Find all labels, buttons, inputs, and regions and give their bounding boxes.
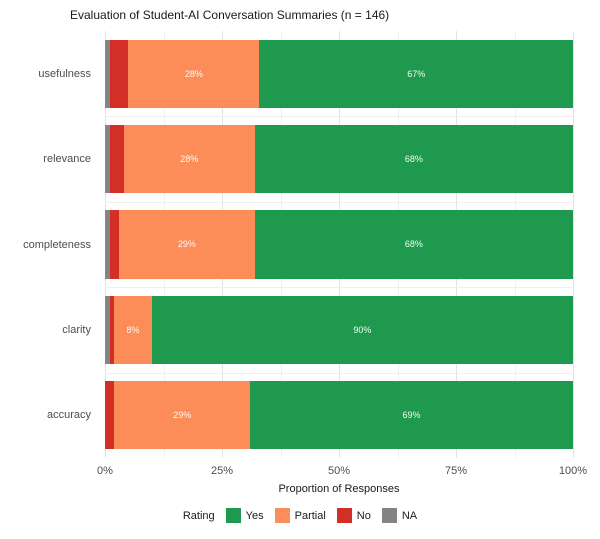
- legend-swatch-na: [381, 508, 397, 523]
- bar-row-accuracy: 29% 69%: [105, 381, 573, 450]
- legend-item-no: No: [336, 508, 371, 523]
- major-gridline: [573, 31, 574, 458]
- legend-item-yes: Yes: [225, 508, 264, 523]
- x-tick-label: 50%: [327, 465, 351, 477]
- minor-gridline: [105, 116, 573, 118]
- bar-segment-partial-relevance: 28%: [123, 124, 255, 194]
- segment-label: 68%: [404, 154, 423, 165]
- segment-label: 68%: [404, 239, 423, 250]
- x-axis-ticks: 0% 25% 50% 75% 100%: [97, 465, 587, 479]
- bar-row-usefulness: 28% 67%: [105, 39, 573, 108]
- segment-label: 90%: [353, 324, 372, 335]
- x-tick-label: 100%: [558, 465, 588, 477]
- bar-segment-partial-accuracy: 29%: [114, 381, 251, 450]
- bar-segment-na-relevance: [105, 124, 110, 194]
- bar-segment-no-relevance: [109, 124, 124, 194]
- bar-segment-no-accuracy: [105, 381, 115, 450]
- legend-swatch-partial: [274, 508, 290, 523]
- bar-segment-partial-clarity: 8%: [114, 295, 152, 365]
- bar-segment-no-completeness: [109, 210, 120, 279]
- legend-swatch-no: [336, 508, 352, 523]
- y-axis-label-completeness: completeness: [23, 238, 91, 251]
- y-axis-label-relevance: relevance: [43, 153, 91, 166]
- bar-segment-yes-completeness: 68%: [254, 210, 573, 279]
- minor-gridline: [105, 201, 573, 203]
- legend-title: Rating: [182, 509, 215, 522]
- bar-segment-yes-clarity: 90%: [151, 295, 573, 365]
- legend-item-na: NA: [381, 508, 418, 523]
- y-axis-label-clarity: clarity: [62, 323, 91, 336]
- x-tick-label: 0%: [97, 465, 113, 477]
- bar-row-clarity: 8% 90%: [105, 295, 573, 365]
- bar-segment-na-clarity: [105, 295, 110, 365]
- bar-segment-partial-completeness: 29%: [119, 210, 255, 279]
- bar-row-completeness: 29% 68%: [105, 210, 573, 279]
- legend-label: No: [356, 509, 371, 522]
- bar-segment-yes-relevance: 68%: [254, 124, 573, 194]
- legend-item-partial: Partial: [274, 508, 326, 523]
- segment-label: 8%: [126, 324, 140, 335]
- legend: Rating Yes Partial No NA: [0, 508, 600, 523]
- x-tick-label: 75%: [444, 465, 468, 477]
- segment-label: 28%: [184, 68, 203, 79]
- bar-segment-yes-usefulness: 67%: [259, 39, 573, 108]
- legend-label: NA: [401, 509, 418, 522]
- bar-segment-yes-accuracy: 69%: [250, 381, 573, 450]
- legend-label: Partial: [294, 509, 326, 522]
- chart-title: Evaluation of Student-AI Conversation Su…: [70, 8, 390, 22]
- plot-panel: 28% 67% 28% 68% 29% 68% 8% 90% 29% 69%: [105, 31, 574, 458]
- legend-swatch-yes: [225, 508, 241, 523]
- segment-label: 29%: [173, 410, 192, 421]
- bar-segment-no-clarity: [109, 295, 115, 365]
- bar-segment-na-usefulness: [105, 39, 110, 108]
- minor-gridline: [105, 372, 573, 374]
- segment-label: 69%: [402, 410, 421, 421]
- bar-row-relevance: 28% 68%: [105, 124, 573, 194]
- x-tick-label: 25%: [210, 465, 234, 477]
- x-axis-title: Proportion of Responses: [278, 483, 400, 495]
- legend-label: Yes: [245, 509, 264, 522]
- segment-label: 28%: [180, 154, 199, 165]
- segment-label: 29%: [177, 239, 196, 250]
- minor-gridline: [105, 287, 573, 289]
- segment-label: 67%: [407, 68, 426, 79]
- bar-segment-na-completeness: [105, 210, 110, 279]
- bar-segment-partial-usefulness: 28%: [128, 39, 260, 108]
- bar-segment-no-usefulness: [109, 39, 129, 108]
- y-axis-label-accuracy: accuracy: [46, 409, 91, 422]
- y-axis-label-usefulness: usefulness: [38, 67, 91, 80]
- y-axis-labels: usefulness relevance completeness clarity ac…: [0, 31, 98, 458]
